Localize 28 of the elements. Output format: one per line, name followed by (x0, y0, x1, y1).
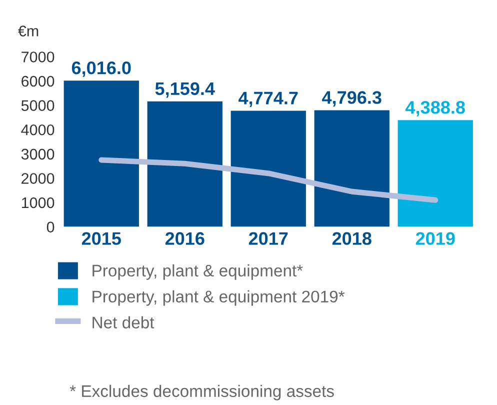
x-tick-label: 2018 (332, 232, 372, 245)
legend-label: Property, plant & equipment* (92, 264, 303, 280)
x-tick-label: 2017 (248, 232, 288, 245)
data-label: 4,774.7 (238, 92, 298, 108)
bar (398, 120, 473, 227)
y-tick-label: 2000 (22, 173, 54, 184)
data-label: 4,796.3 (322, 91, 382, 107)
y-tick-label: 4000 (21, 124, 54, 136)
y-tick-label: 0 (46, 222, 54, 232)
y-tick-label: 7000 (22, 52, 54, 62)
x-tick-label: 2015 (82, 232, 121, 245)
data-label: 5,159.4 (155, 82, 215, 98)
data-label: 6,016.0 (72, 61, 131, 77)
y-tick-label: 5000 (21, 100, 54, 111)
text: * Excludes decommissioning assets (70, 384, 334, 400)
bar (230, 110, 306, 227)
legend-label: Net debt (92, 316, 154, 328)
x-tick-label: 2019 (416, 232, 455, 245)
bar (314, 110, 390, 227)
x-tick-label: 2016 (165, 232, 204, 245)
bar (147, 101, 222, 227)
bar (64, 80, 139, 227)
data-label: 4,388.8 (406, 101, 465, 116)
legend-label: Property, plant & equipment 2019* (92, 290, 345, 306)
y-axis-title: €m (18, 26, 38, 36)
y-tick-label: 1000 (22, 197, 54, 208)
y-tick-label: 3000 (21, 148, 54, 160)
y-tick-label: 6000 (22, 76, 54, 87)
